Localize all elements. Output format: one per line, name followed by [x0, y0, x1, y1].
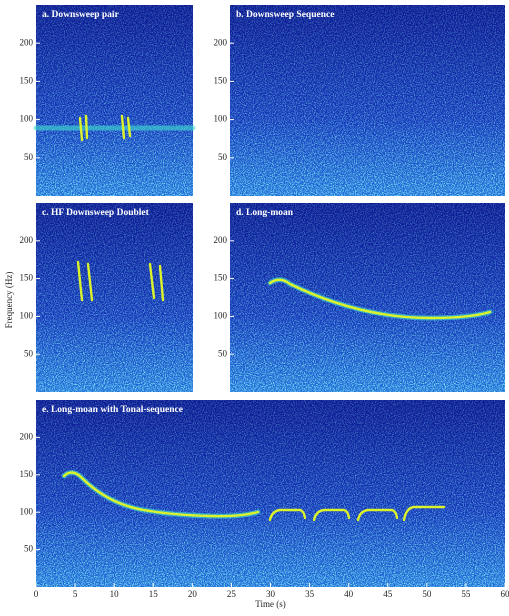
panel-title: d. Long-moan — [236, 208, 294, 218]
spectrogram-noise — [230, 5, 505, 196]
y-tick-label: 200 — [20, 431, 34, 441]
hf-doublet — [76, 260, 165, 302]
spectrogram-noise — [36, 203, 193, 392]
downsweep-pair — [78, 114, 132, 142]
y-tick-label: 100 — [20, 310, 34, 320]
x-axis-label: Time (s) — [255, 599, 285, 609]
x-tick-label: 20 — [188, 589, 198, 599]
spectrogram-noise — [230, 203, 505, 392]
panel-title: a. Downsweep pair — [42, 10, 120, 20]
y-tick-label: 50 — [218, 348, 228, 358]
y-tick-label: 50 — [24, 348, 34, 358]
x-tick-label: 15 — [149, 589, 159, 599]
y-tick-label: 100 — [20, 114, 34, 124]
y-tick-label: 100 — [20, 506, 34, 516]
x-tick-label: 10 — [110, 589, 120, 599]
x-tick-label: 30 — [266, 589, 276, 599]
spectrogram-noise — [36, 400, 505, 587]
x-tick-label: 0 — [34, 589, 39, 599]
y-tick-label: 50 — [218, 152, 228, 162]
spectrogram-noise — [36, 5, 193, 196]
long-moan — [268, 278, 492, 320]
y-tick-label: 150 — [214, 75, 228, 85]
x-tick-label: 60 — [501, 589, 509, 599]
y-tick-label: 50 — [24, 152, 34, 162]
y-tick-label: 100 — [214, 310, 228, 320]
x-tick-label: 5 — [73, 589, 78, 599]
x-tick-label: 40 — [344, 589, 354, 599]
y-tick-label: 50 — [24, 544, 34, 554]
panel-title: c. HF Downsweep Doublet — [42, 208, 150, 218]
y-tick-label: 100 — [214, 114, 228, 124]
y-tick-label: 200 — [214, 37, 228, 47]
calls — [33, 114, 493, 522]
long-moan-e — [62, 471, 260, 518]
x-tick-label: 25 — [227, 589, 237, 599]
panel-title: e. Long-moan with Tonal-sequence — [42, 405, 183, 415]
y-tick-label: 150 — [20, 273, 34, 283]
x-tick-label: 35 — [305, 589, 315, 599]
x-tick-label: 55 — [461, 589, 471, 599]
y-tick-label: 200 — [20, 235, 34, 245]
y-tick-label: 150 — [214, 273, 228, 283]
tonal-sequence — [268, 505, 446, 522]
x-tick-label: 45 — [383, 589, 393, 599]
y-tick-label: 200 — [20, 37, 34, 47]
y-tick-label: 150 — [20, 469, 34, 479]
y-axis-label: Frequency (Hz) — [4, 272, 14, 329]
y-tick-label: 150 — [20, 75, 34, 85]
x-tick-label: 50 — [422, 589, 432, 599]
y-tick-label: 200 — [214, 235, 228, 245]
panel-title: b. Downsweep Sequence — [236, 10, 334, 20]
